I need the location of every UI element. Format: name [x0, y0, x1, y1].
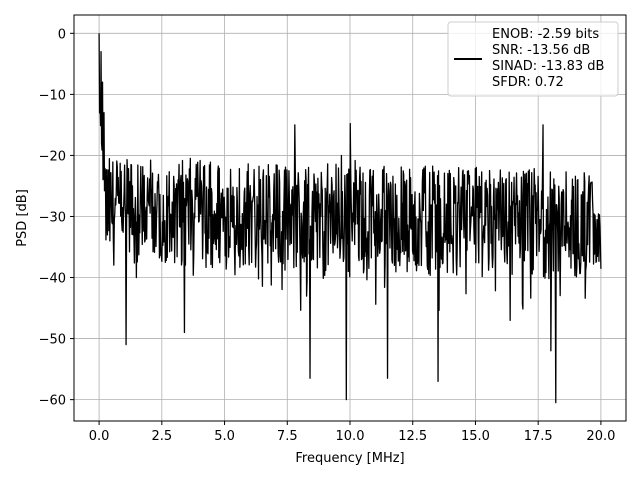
x-tick-label: 15.0 [461, 429, 490, 444]
x-tick-label: 5.0 [214, 429, 235, 444]
y-tick-label: −40 [39, 272, 66, 287]
legend-sinad: SINAD: -13.83 dB [492, 59, 604, 74]
x-tick-label: 0.0 [89, 429, 110, 444]
y-tick-label: 0 [58, 27, 66, 42]
x-tick-label: 12.5 [398, 429, 427, 444]
x-tick-label: 2.5 [151, 429, 172, 444]
x-tick-label: 7.5 [277, 429, 298, 444]
psd-series [98, 33, 602, 404]
y-tick-label: −10 [39, 88, 66, 103]
legend-box [447, 21, 619, 97]
y-tick-label: −20 [39, 149, 66, 164]
x-tick-label: 10.0 [336, 429, 365, 444]
x-tick-label: 17.5 [524, 429, 553, 444]
y-axis-label: PSD [dB] [15, 189, 30, 247]
legend-snr: SNR: -13.56 dB [492, 43, 590, 58]
legend: ENOB: -2.59 bits SNR: -13.56 dB SINAD: -… [447, 21, 619, 97]
y-tick-label: −30 [39, 210, 66, 225]
legend-sfdr: SFDR: 0.72 [492, 75, 564, 90]
y-axis-ticks: 0 −10 −20 −30 −40 −50 −60 [39, 27, 74, 409]
psd-line [98, 33, 602, 404]
x-axis-ticks: 0.0 2.5 5.0 7.5 10.0 12.5 15.0 17.5 20.0 [89, 421, 615, 444]
y-tick-label: −60 [39, 394, 66, 409]
x-tick-label: 20.0 [586, 429, 615, 444]
legend-enob: ENOB: -2.59 bits [492, 27, 599, 42]
x-axis-label: Frequency [MHz] [295, 451, 404, 466]
y-tick-label: −50 [39, 333, 66, 348]
